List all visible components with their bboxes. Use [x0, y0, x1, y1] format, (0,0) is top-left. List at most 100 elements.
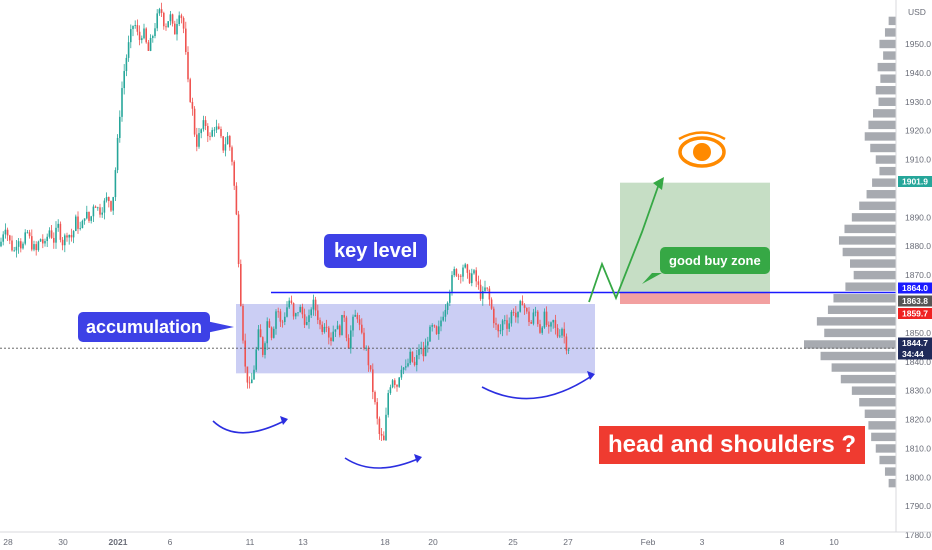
time-tick: Feb — [641, 537, 656, 547]
candle-body — [438, 326, 440, 335]
candle-body — [341, 315, 343, 336]
volume-profile-bar — [827, 305, 896, 314]
candle-body — [336, 325, 339, 330]
candle-body — [369, 365, 372, 370]
candle-body — [66, 235, 68, 238]
candle-body — [277, 311, 279, 313]
candle-body — [152, 36, 154, 38]
candle-body — [295, 313, 297, 317]
candle-body — [460, 275, 462, 277]
candle-body — [264, 343, 266, 355]
volume-profile-bar — [844, 224, 896, 234]
time-tick: 3 — [700, 537, 705, 547]
volume-profile-bar — [833, 294, 896, 303]
candle-body — [86, 211, 88, 219]
candle-body — [378, 418, 381, 434]
candle-body — [114, 170, 117, 198]
candle-body — [303, 314, 306, 325]
candle-body — [35, 244, 37, 251]
candle-body — [119, 116, 121, 138]
left-shoulder-arc — [212, 419, 287, 434]
candle-body — [39, 239, 42, 242]
candle-body — [387, 393, 389, 415]
candle-body — [343, 315, 345, 318]
candle-body — [233, 161, 235, 186]
candle-body — [565, 336, 568, 351]
candle-body — [174, 23, 176, 35]
candle-body — [396, 384, 398, 387]
candle-body — [176, 24, 178, 35]
candle-body — [550, 322, 552, 327]
candle-body — [0, 241, 2, 247]
price-tag: 34:44 — [898, 348, 932, 360]
price-tick: 1780.0 — [905, 530, 931, 540]
volume-profile-bar — [884, 28, 896, 37]
candle-body — [130, 29, 132, 43]
candle-body — [473, 270, 475, 274]
candle-body — [257, 329, 260, 350]
candle-body — [112, 197, 114, 211]
candle-body — [506, 320, 508, 329]
price-tick: 1810.0 — [905, 443, 931, 453]
time-tick: 20 — [428, 537, 438, 547]
candle-body — [108, 197, 110, 202]
candle-body — [451, 275, 453, 292]
candle-body — [468, 272, 471, 284]
candle-body — [561, 328, 563, 336]
time-tick: 10 — [829, 537, 839, 547]
candle-body — [165, 26, 167, 28]
candle-body — [72, 230, 75, 238]
candle-body — [57, 223, 59, 228]
candle-body — [125, 57, 128, 72]
buy-zone-pointer — [642, 273, 662, 284]
volume-profile-bar — [845, 282, 896, 291]
candle-body — [11, 240, 13, 251]
candle-body — [215, 126, 218, 130]
volume-profile-bar — [879, 166, 896, 176]
time-tick: 6 — [168, 537, 173, 547]
candle-body — [83, 218, 86, 221]
candle-body — [433, 325, 436, 327]
candle-body — [358, 319, 361, 325]
volume-profile-bar — [831, 363, 896, 372]
candle-body — [508, 323, 510, 329]
volume-profile-bar — [873, 109, 896, 118]
price-tag: 1863.8 — [898, 295, 932, 307]
candle-body — [449, 291, 451, 303]
candle-body — [361, 324, 363, 333]
price-tag-bg — [898, 308, 932, 319]
candle-body — [99, 207, 101, 215]
candle-body — [484, 287, 486, 291]
candle-body — [499, 330, 502, 332]
price-tag-text: 1859.7 — [902, 309, 928, 319]
candle-body — [345, 317, 348, 338]
candle-body — [90, 216, 92, 221]
candle-body — [532, 312, 535, 324]
candle-body — [149, 37, 152, 51]
candle-body — [253, 369, 255, 380]
volume-profile-bar — [871, 432, 896, 442]
price-tick: 1870.0 — [905, 270, 931, 280]
right-shoulder-arc — [481, 374, 594, 400]
candle-body — [182, 18, 185, 29]
candle-body — [411, 351, 414, 362]
candle-body — [328, 327, 330, 338]
candle-body — [237, 214, 240, 265]
candle-body — [563, 328, 565, 337]
candle-body — [31, 236, 33, 250]
time-tick: 13 — [298, 537, 308, 547]
candle-body — [53, 237, 55, 243]
candle-body — [187, 52, 189, 80]
candle-body — [211, 130, 213, 137]
candle-body — [127, 42, 130, 58]
candle-body — [374, 392, 376, 403]
volume-profile-bar — [875, 86, 896, 95]
candle-body — [488, 288, 491, 300]
candle-body — [312, 299, 315, 310]
candle-body — [103, 200, 106, 213]
candle-body — [539, 324, 541, 333]
candle-body — [50, 230, 53, 238]
time-tick: 2021 — [109, 537, 128, 547]
candle-body — [255, 349, 257, 370]
